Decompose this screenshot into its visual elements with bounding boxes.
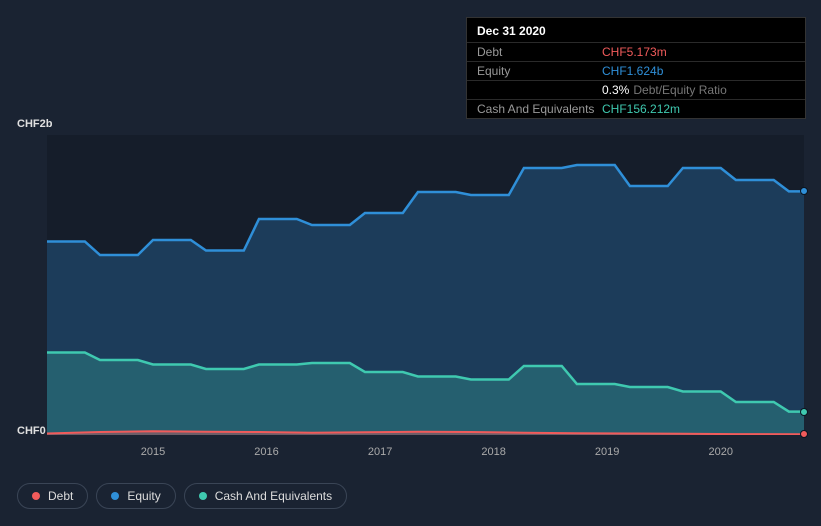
chart-legend: Debt Equity Cash And Equivalents <box>17 483 347 509</box>
series-end-marker <box>800 408 808 416</box>
y-axis-max: CHF2b <box>17 118 52 130</box>
legend-dot <box>199 492 207 500</box>
legend-item-equity[interactable]: Equity <box>96 483 175 509</box>
tooltip-row-label: Debt <box>477 45 602 59</box>
tooltip-row-value: 0.3% <box>602 83 629 97</box>
series-end-marker <box>800 187 808 195</box>
x-axis-tick: 2020 <box>708 446 732 458</box>
tooltip-row: DebtCHF5.173m <box>467 42 805 61</box>
legend-label: Cash And Equivalents <box>215 489 332 503</box>
tooltip-row-label: Equity <box>477 64 602 78</box>
tooltip-row: 0.3% Debt/Equity Ratio <box>467 80 805 99</box>
tooltip-row-value: CHF5.173m <box>602 45 667 59</box>
legend-dot <box>32 492 40 500</box>
x-axis-tick: 2017 <box>368 446 392 458</box>
legend-item-cash-and-equivalents[interactable]: Cash And Equivalents <box>184 483 347 509</box>
chart-tooltip: Dec 31 2020 DebtCHF5.173mEquityCHF1.624b… <box>466 17 806 119</box>
legend-label: Debt <box>48 489 73 503</box>
x-axis-tick: 2015 <box>141 446 165 458</box>
x-axis-tick: 2018 <box>481 446 505 458</box>
tooltip-row: EquityCHF1.624b <box>467 61 805 80</box>
x-axis-tick: 2019 <box>595 446 619 458</box>
tooltip-date: Dec 31 2020 <box>467 18 805 42</box>
tooltip-row-label <box>477 83 602 97</box>
y-axis-min: CHF0 <box>17 425 46 437</box>
tooltip-row-label: Cash And Equivalents <box>477 102 602 116</box>
legend-label: Equity <box>127 489 160 503</box>
x-axis: 2015 2016 2017 2018 2019 2020 <box>47 440 804 460</box>
legend-item-debt[interactable]: Debt <box>17 483 88 509</box>
tooltip-row-value: CHF1.624b <box>602 64 663 78</box>
financials-chart: CHF2b CHF0 201520162017201820192020 <box>17 120 804 450</box>
x-axis-tick: 2016 <box>254 446 278 458</box>
plot-area[interactable] <box>47 135 804 435</box>
tooltip-row-extra: Debt/Equity Ratio <box>633 83 726 97</box>
tooltip-row: Cash And EquivalentsCHF156.212m <box>467 99 805 118</box>
legend-dot <box>111 492 119 500</box>
series-end-marker <box>800 430 808 438</box>
tooltip-row-value: CHF156.212m <box>602 102 680 116</box>
